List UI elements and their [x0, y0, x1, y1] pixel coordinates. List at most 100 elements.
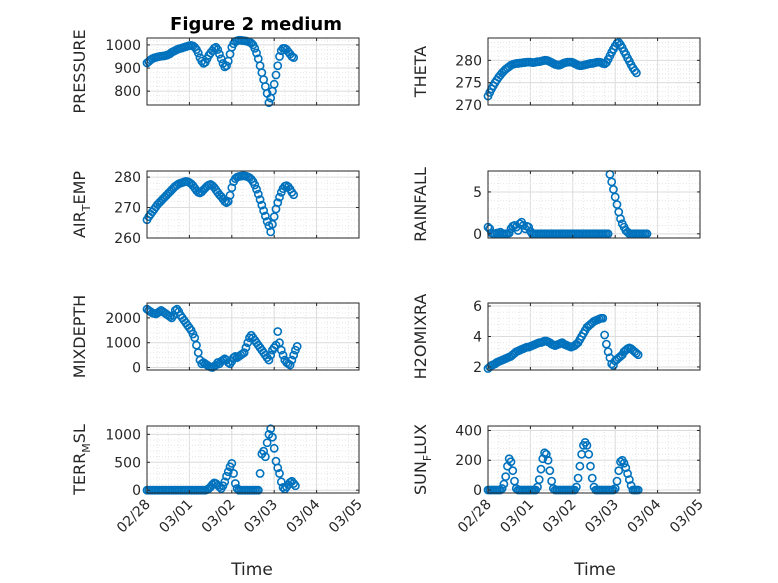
x-tick-label: 03/04: [284, 496, 324, 536]
data-point: [289, 190, 299, 200]
data-point: [632, 348, 641, 358]
series-markers: [483, 169, 652, 239]
y-tick-label: 500: [114, 455, 141, 471]
y-tick-label: 270: [455, 98, 482, 114]
y-tick-label: 280: [114, 170, 141, 186]
x-tick-label: 03/05: [667, 497, 707, 537]
data-point: [275, 52, 284, 61]
data-point: [540, 448, 549, 458]
data-point: [291, 481, 300, 491]
data-point: [276, 477, 286, 487]
x-tick-label: 02/28: [455, 497, 495, 537]
data-point: [223, 467, 233, 477]
y-tick-label: 0: [473, 227, 482, 243]
axes-frame: [487, 425, 701, 494]
data-point: [230, 479, 240, 488]
subplot-pressure: 800 900 1000 PRESSURE: [70, 29, 360, 114]
data-point: [269, 79, 279, 89]
y-ticks: 05: [473, 185, 700, 243]
y-tick-label: 900: [114, 61, 141, 77]
data-point: [269, 443, 279, 453]
x-tick-label: 03/02: [540, 497, 580, 537]
series-markers: [483, 38, 641, 101]
subplot-terr-msl: 02/28 03/01 03/02 03/03 03/04 03/05 0 500 1000 TE…: [70, 424, 366, 536]
x-axis-label-left: Time: [230, 560, 273, 580]
y-tick-label: 0: [132, 361, 141, 377]
data-point: [584, 449, 594, 459]
x-tick-label: 03/05: [326, 497, 366, 537]
x-tick-label: 03/02: [199, 497, 239, 537]
data-point: [614, 466, 624, 476]
data-point: [621, 463, 631, 473]
x-tick-label: 03/04: [625, 496, 665, 536]
axes-frame: [146, 425, 360, 494]
x-ticks: [487, 171, 701, 238]
data-point: [271, 70, 281, 80]
y-axis-label: RAINFALL: [411, 167, 430, 242]
y-tick-label: 1000: [105, 336, 141, 352]
data-point: [501, 472, 511, 482]
data-point: [524, 222, 534, 232]
y-axis-label: TERRMSL: [70, 424, 93, 496]
y-ticks: 270 275 280: [455, 53, 700, 114]
y-tick-label: 270: [114, 201, 141, 217]
y-ticks: 800 900 1000: [105, 38, 359, 100]
subplot-sun-flux: 02/28 03/01 03/02 03/03 03/04 03/05 0 200 400 SUN…: [411, 423, 707, 536]
y-tick-label: 1000: [105, 38, 141, 54]
data-point: [241, 343, 251, 353]
data-point: [229, 469, 238, 478]
data-point: [260, 211, 270, 221]
data-point: [600, 330, 610, 340]
axes-frame: [487, 170, 701, 239]
data-point: [275, 469, 284, 478]
x-axis-label-right: Time: [573, 560, 616, 580]
data-point: [633, 350, 643, 360]
data-point: [497, 484, 507, 493]
axes-frame: [146, 37, 360, 106]
data-point: [287, 355, 297, 365]
y-axis-label: H2OMIXRA: [411, 294, 430, 380]
data-point: [253, 485, 263, 495]
data-point: [255, 469, 265, 478]
y-ticks: 260 270 280: [114, 170, 359, 247]
x-tick-label: 03/03: [241, 497, 281, 537]
data-point: [276, 345, 286, 355]
y-tick-label: 400: [455, 423, 482, 439]
data-point: [534, 475, 544, 484]
data-point: [268, 432, 277, 442]
data-point: [220, 477, 230, 487]
data-point: [545, 466, 555, 476]
data-point: [504, 228, 514, 238]
y-tick-label: 2: [473, 360, 482, 376]
y-ticks: 0 500 1000: [105, 427, 359, 499]
series-markers: [142, 35, 299, 108]
y-tick-label: 0: [132, 483, 141, 499]
y-ticks: 0 200 400: [455, 423, 700, 499]
y-tick-label: 1000: [105, 427, 141, 443]
subplot-mixdepth: 0 1000 2000 MIXDEPTH: [70, 295, 360, 378]
data-point: [616, 214, 625, 224]
data-point: [573, 473, 583, 483]
data-point: [536, 464, 546, 474]
data-point: [239, 348, 249, 358]
data-point: [266, 350, 276, 360]
axes-frame: [487, 37, 701, 106]
subplot-theta: 270 275 280 THETA: [411, 37, 701, 114]
data-point: [257, 200, 267, 210]
y-tick-label: 0: [473, 483, 482, 499]
y-tick-label: 4: [473, 330, 482, 346]
x-tick-label: 03/03: [582, 497, 622, 537]
data-point: [252, 48, 261, 58]
y-tick-label: 200: [455, 453, 482, 469]
data-point: [275, 192, 284, 202]
x-tick-label: 03/01: [156, 497, 196, 537]
data-point: [609, 485, 618, 495]
data-point: [586, 461, 595, 471]
axes-frame: [146, 302, 360, 371]
y-ticks: 2 4 6: [473, 299, 700, 376]
data-point: [273, 198, 283, 208]
data-point: [582, 440, 592, 450]
y-tick-label: 800: [114, 84, 141, 100]
